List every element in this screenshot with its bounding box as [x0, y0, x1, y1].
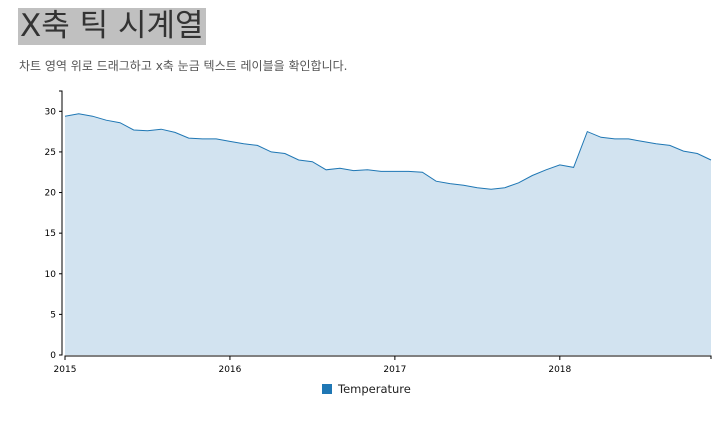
y-tick-label: 10: [45, 270, 57, 280]
page-title: X축 틱 시계열: [18, 8, 206, 45]
y-tick-label: 5: [50, 310, 56, 320]
x-tick-label: 2017: [383, 365, 406, 375]
x-axis: 2015 2016 2017 2018: [54, 355, 712, 375]
y-axis-line: [59, 90, 63, 356]
x-tick-label: 2016: [218, 365, 241, 375]
legend-swatch: [322, 384, 332, 394]
temperature-area: [65, 113, 711, 355]
y-tick-label: 25: [45, 148, 56, 158]
y-axis: 0 5 10 15 20 25 30: [45, 90, 63, 361]
y-tick-label: 0: [50, 351, 56, 361]
y-tick-label: 30: [45, 107, 57, 117]
x-tick-label: 2018: [548, 365, 571, 375]
y-tick-label: 20: [45, 189, 57, 199]
plot-area[interactable]: [64, 113, 712, 355]
legend[interactable]: Temperature: [322, 382, 411, 396]
page-subtitle: 차트 영역 위로 드래그하고 x축 눈금 텍스트 레이블을 확인합니다.: [19, 59, 348, 73]
y-tick-label: 15: [45, 229, 56, 239]
temperature-line: [64, 113, 712, 190]
x-tick-label: 2015: [54, 365, 77, 375]
legend-label: Temperature: [338, 382, 411, 396]
x-axis-line: [64, 355, 712, 359]
